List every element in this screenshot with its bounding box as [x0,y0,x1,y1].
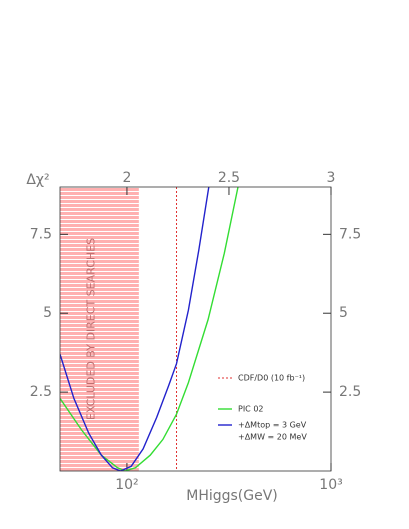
y2-tick-label: 7.5 [339,226,361,242]
x2-tick-label: 3 [327,170,336,186]
x2-tick-label: 2.5 [218,170,240,186]
x-tick-label: 10² [115,477,138,493]
y2-tick-label: 2.5 [339,384,361,400]
excluded-label: EXCLUDED BY DIRECT SEARCHES [84,238,97,420]
excluded-region [60,187,139,471]
x-axis-label: MHiggs(GeV) [186,488,278,504]
x2-tick-label: 2 [122,170,131,186]
y2-tick-label: 5 [339,305,348,321]
frame [59,186,332,472]
y-tick-label: 5 [43,305,52,321]
legend-label: +ΔMtop = 3 GeV [238,421,307,430]
legend-note: +ΔMW = 20 MeV [238,433,307,442]
x-tick-label: 10³ [319,477,342,493]
curve [60,187,210,471]
y-tick-label: 7.5 [30,226,52,242]
legend-label: PIC 02 [238,405,264,414]
legend-label: CDF/D0 (10 fb⁻¹) [238,374,305,383]
y-axis-label: Δχ² [26,172,49,188]
y-tick-label: 2.5 [30,384,52,400]
plot-area [60,187,239,471]
